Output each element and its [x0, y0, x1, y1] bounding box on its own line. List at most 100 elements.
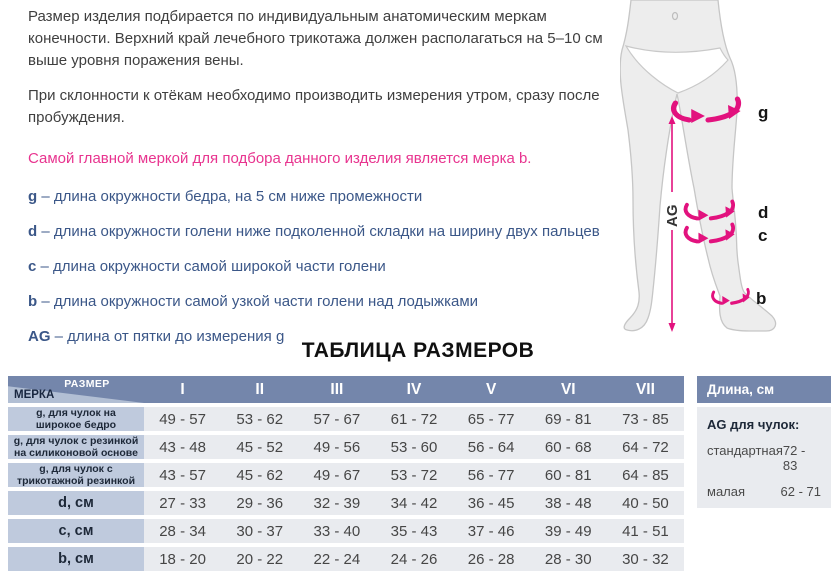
ag-length-arrow: AG	[664, 116, 681, 332]
definition-text: – длина окружности голени ниже подколенн…	[41, 222, 600, 240]
length-row-label: малая	[707, 484, 746, 499]
size-cell-0-4: 65 - 77	[452, 407, 530, 431]
size-cell-3-6: 40 - 50	[606, 491, 684, 515]
column-header-II: II	[221, 376, 299, 403]
size-cell-0-0: 49 - 57	[144, 407, 222, 431]
size-cell-5-3: 24 - 26	[375, 547, 453, 571]
size-cell-1-4: 56 - 64	[452, 435, 530, 459]
length-row-short: малая 62 - 71	[707, 484, 821, 499]
intro-paragraph-2: При склонности к отёкам необходимо произ…	[28, 87, 600, 126]
column-header-VI: VI	[529, 376, 607, 403]
size-cell-2-4: 56 - 77	[452, 463, 530, 487]
table-corner-cell: РАЗМЕР МЕРКА	[8, 376, 144, 403]
c-measure-label: c	[758, 226, 767, 245]
row-label-5: b, см	[8, 547, 144, 571]
size-cell-5-1: 20 - 22	[221, 547, 299, 571]
definition-d: d – длина окружности голени ниже подколе…	[28, 221, 613, 242]
b-measure-label: b	[756, 289, 766, 308]
leg-diagram-svg: AG	[620, 0, 777, 332]
length-row-value: 62 - 71	[780, 484, 821, 499]
size-cell-4-4: 37 - 46	[452, 519, 530, 543]
definition-ag: AG – длина от пятки до измерения g	[28, 326, 613, 347]
size-cell-5-6: 30 - 32	[606, 547, 684, 571]
size-cell-0-5: 69 - 81	[529, 407, 607, 431]
size-table: РАЗМЕР МЕРКА I II III IV V VI VII g, для чулок на…	[8, 376, 684, 571]
size-cell-4-0: 28 - 34	[144, 519, 222, 543]
size-cell-5-5: 28 - 30	[529, 547, 607, 571]
size-cell-3-1: 29 - 36	[221, 491, 299, 515]
size-cell-2-2: 49 - 67	[298, 463, 376, 487]
length-row-value: 72 - 83	[782, 443, 806, 473]
length-row-label: стандартная	[707, 443, 783, 458]
ankle-girth-arrow	[711, 287, 750, 306]
row-label-1: g, для чулок с резинкой на силиконовой о…	[8, 435, 144, 459]
size-cell-1-1: 45 - 52	[221, 435, 299, 459]
corner-size-label: РАЗМЕР	[64, 378, 110, 390]
d-measure-label: d	[758, 203, 768, 222]
size-cell-1-0: 43 - 48	[144, 435, 222, 459]
size-cell-4-1: 30 - 37	[221, 519, 299, 543]
size-cell-3-0: 27 - 33	[144, 491, 222, 515]
size-cell-0-2: 57 - 67	[298, 407, 376, 431]
size-cell-2-5: 60 - 81	[529, 463, 607, 487]
size-cell-3-5: 38 - 48	[529, 491, 607, 515]
intro-paragraph-1: Размер изделия подбирается по индивидуал…	[28, 8, 603, 69]
definition-text: – длина от пятки до измерения g	[54, 327, 285, 345]
measurement-definitions: g – длина окружности бедра, на 5 см ниже…	[28, 186, 613, 347]
size-cell-3-3: 34 - 42	[375, 491, 453, 515]
size-cell-0-6: 73 - 85	[606, 407, 684, 431]
size-cell-5-2: 22 - 24	[298, 547, 376, 571]
size-cell-2-3: 53 - 72	[375, 463, 453, 487]
row-label-3: d, см	[8, 491, 144, 515]
panties-shape	[624, 45, 729, 94]
size-cell-4-2: 33 - 40	[298, 519, 376, 543]
column-header-III: III	[298, 376, 376, 403]
column-header-IV: IV	[375, 376, 453, 403]
g-measure-label: g	[758, 103, 768, 122]
size-cell-1-6: 64 - 72	[606, 435, 684, 459]
column-header-V: V	[452, 376, 530, 403]
size-cell-1-2: 49 - 56	[298, 435, 376, 459]
corner-measure-label: МЕРКА	[14, 389, 55, 401]
ag-axis-label: AG	[664, 205, 681, 228]
definition-text: – длина окружности бедра, на 5 см ниже п…	[41, 187, 423, 205]
size-cell-3-4: 36 - 45	[452, 491, 530, 515]
length-panel-subheader: AG для чулок:	[707, 417, 800, 432]
size-cell-4-6: 41 - 51	[606, 519, 684, 543]
size-cell-1-5: 60 - 68	[529, 435, 607, 459]
thigh-girth-arrow	[671, 96, 742, 123]
intro-highlight: Самой главной меркой для подбора данного…	[28, 149, 532, 167]
size-cell-4-5: 39 - 49	[529, 519, 607, 543]
row-label-0: g, для чулок на широкое бедро	[8, 407, 144, 431]
size-cell-1-3: 53 - 60	[375, 435, 453, 459]
length-panel-body: AG для чулок: стандартная 72 - 83 малая …	[697, 407, 831, 508]
definition-key: d	[28, 222, 38, 240]
navel-icon	[671, 11, 679, 21]
row-label-4: c, см	[8, 519, 144, 543]
definition-text: – длина окружности самой узкой части гол…	[41, 292, 479, 310]
leg-measurement-diagram: AG	[620, 0, 836, 345]
length-panel: Длина, см AG для чулок: стандартная 72 -…	[697, 376, 831, 508]
column-header-VII: VII	[606, 376, 684, 403]
size-cell-0-3: 61 - 72	[375, 407, 453, 431]
size-cell-5-0: 18 - 20	[144, 547, 222, 571]
definition-text: – длина окружности самой широкой части г…	[40, 257, 386, 275]
size-cell-4-3: 35 - 43	[375, 519, 453, 543]
size-cell-3-2: 32 - 39	[298, 491, 376, 515]
intro-section: Размер изделия подбирается по индивидуал…	[28, 6, 613, 361]
definition-b: b – длина окружности самой узкой части г…	[28, 291, 613, 312]
row-label-2: g, для чулок с трикотажной резинкой	[8, 463, 144, 487]
length-panel-header: Длина, см	[697, 376, 831, 403]
definition-key: g	[28, 187, 38, 205]
body-silhouette	[620, 0, 777, 332]
size-cell-2-1: 45 - 62	[221, 463, 299, 487]
definition-c: c – длина окружности самой широкой части…	[28, 256, 613, 277]
size-cell-5-4: 26 - 28	[452, 547, 530, 571]
definition-g: g – длина окружности бедра, на 5 см ниже…	[28, 186, 613, 207]
below-knee-girth-arrow	[683, 199, 736, 221]
calf-girth-arrow	[683, 222, 736, 244]
size-table-title: ТАБЛИЦА РАЗМЕРОВ	[301, 339, 535, 362]
size-cell-0-1: 53 - 62	[221, 407, 299, 431]
definition-key: AG	[28, 327, 51, 345]
